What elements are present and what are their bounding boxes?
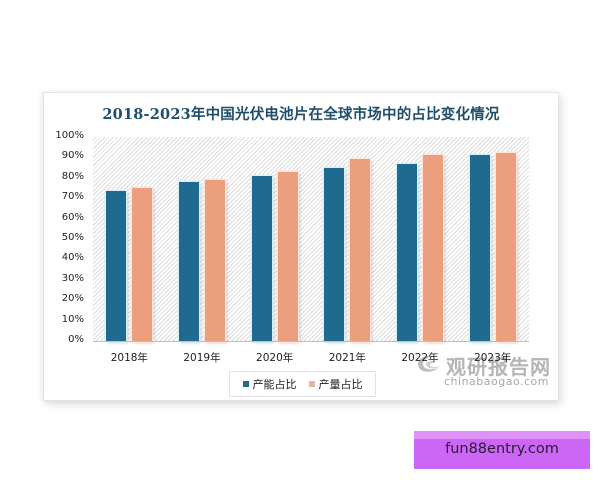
site-badge[interactable]: fun88entry.com bbox=[414, 431, 590, 469]
y-tick-label: 0% bbox=[68, 334, 84, 345]
legend-item-capacity: 产能占比 bbox=[242, 376, 297, 392]
y-tick-label: 50% bbox=[61, 232, 84, 243]
badge-text: fun88entry.com bbox=[445, 441, 559, 457]
y-tick-label: 20% bbox=[61, 293, 84, 305]
y-tick-label: 40% bbox=[61, 252, 84, 264]
legend-label-output: 产量占比 bbox=[318, 378, 363, 391]
bar-output-2019年 bbox=[205, 179, 225, 341]
chart-title: 2018-2023年中国光伏电池片在全球市场中的占比变化情况 bbox=[102, 106, 500, 123]
x-axis-line bbox=[93, 341, 529, 342]
plot-area bbox=[93, 137, 529, 341]
bar-capacity-2020年 bbox=[251, 175, 272, 341]
x-tick-label: 2020年 bbox=[256, 352, 294, 364]
watermark-cn-text: 观研报告网 bbox=[446, 355, 551, 379]
y-tick-label: 60% bbox=[61, 211, 84, 223]
y-tick-label: 90% bbox=[61, 150, 84, 162]
y-tick-label: 10% bbox=[61, 313, 84, 325]
chart-card: 2018-2023年中国光伏电池片在全球市场中的占比变化情况 产能占比 产量占比… bbox=[43, 92, 559, 401]
bar-output-2018年 bbox=[132, 188, 153, 341]
bar-capacity-2022年 bbox=[397, 163, 417, 341]
bar-output-2020年 bbox=[277, 171, 298, 341]
x-tick-label: 2019年 bbox=[183, 352, 221, 364]
x-tick-label: 2023年 bbox=[474, 352, 512, 364]
x-tick-label: 2021年 bbox=[328, 352, 366, 364]
bar-output-2021年 bbox=[350, 159, 371, 341]
bar-capacity-2021年 bbox=[324, 167, 345, 341]
y-tick-label: 70% bbox=[61, 191, 84, 203]
bar-capacity-2018年 bbox=[106, 191, 127, 341]
legend-swatch-capacity bbox=[242, 381, 249, 387]
legend-item-output: 产量占比 bbox=[308, 376, 363, 392]
x-tick-label: 2022年 bbox=[401, 352, 439, 364]
bar-output-2023年 bbox=[495, 153, 516, 341]
watermark-en-text: chinabaogao.com bbox=[444, 375, 549, 388]
y-tick-label: 100% bbox=[55, 130, 84, 141]
badge-strip bbox=[414, 431, 590, 439]
watermark: 观研报告网 chinabaogao.com bbox=[414, 351, 564, 395]
y-tick-label: 80% bbox=[61, 170, 84, 182]
legend-swatch-output bbox=[308, 381, 315, 387]
bar-capacity-2023年 bbox=[469, 155, 490, 341]
legend-label-capacity: 产能占比 bbox=[252, 378, 297, 391]
bar-capacity-2019年 bbox=[179, 181, 199, 341]
x-tick-label: 2018年 bbox=[110, 352, 148, 364]
bar-output-2022年 bbox=[423, 155, 443, 341]
watermark-logo-icon bbox=[418, 355, 440, 372]
legend: 产能占比 产量占比 bbox=[229, 371, 376, 397]
y-tick-label: 30% bbox=[61, 272, 84, 284]
